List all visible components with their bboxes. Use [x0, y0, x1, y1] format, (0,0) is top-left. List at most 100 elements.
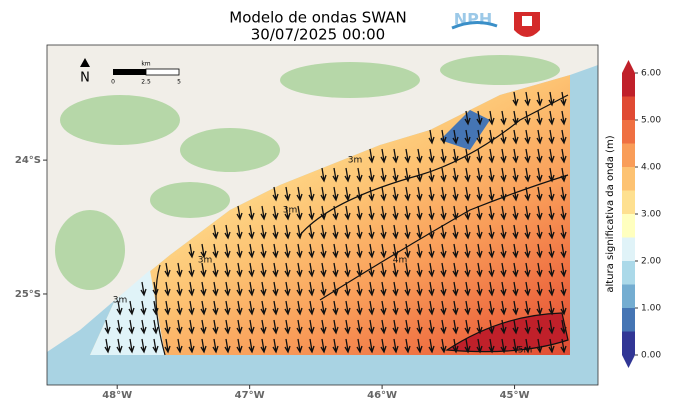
- wave-arrow: [392, 167, 399, 183]
- wave-arrow: [464, 300, 471, 316]
- wave-arrow: [116, 300, 123, 316]
- wave-arrow: [212, 262, 219, 278]
- wave-arrow: [260, 262, 267, 278]
- wave-arrow: [344, 300, 351, 316]
- wave-arrow: [284, 319, 291, 335]
- wave-arrow: [416, 281, 423, 297]
- wave-arrow: [548, 110, 555, 126]
- wave-arrow: [248, 224, 255, 240]
- wave-arrow: [404, 186, 411, 202]
- wave-arrow: [500, 281, 507, 297]
- wave-arrow: [296, 224, 303, 240]
- wave-arrow: [464, 281, 471, 297]
- wave-arrow: [452, 148, 459, 164]
- wave-arrow: [536, 224, 543, 240]
- wave-arrow: [500, 167, 507, 183]
- wave-arrow: [296, 300, 303, 316]
- colorbar-tick-label: 3.00: [641, 210, 661, 220]
- wave-arrow: [512, 110, 519, 126]
- wave-arrow: [356, 243, 363, 259]
- scale-label: 2.5: [141, 79, 151, 86]
- title: Modelo de ondas SWAN: [229, 9, 407, 27]
- wave-arrow: [452, 186, 459, 202]
- wave-arrow: [260, 300, 267, 316]
- wave-arrow: [344, 319, 351, 335]
- colorbar-band: [622, 96, 635, 120]
- subtitle: 30/07/2025 00:00: [251, 26, 385, 44]
- wave-arrow: [404, 167, 411, 183]
- wave-arrow: [320, 300, 327, 316]
- wave-arrow: [320, 338, 327, 354]
- wave-arrow: [116, 319, 123, 335]
- wave-arrow: [152, 319, 159, 335]
- wave-arrow: [272, 319, 279, 335]
- wave-arrow: [164, 281, 171, 297]
- wave-arrow: [392, 338, 399, 354]
- wave-arrow: [380, 243, 387, 259]
- wave-arrow: [524, 243, 531, 259]
- wave-arrow: [428, 281, 435, 297]
- wave-arrow: [224, 281, 231, 297]
- colorbar-band: [622, 261, 635, 285]
- wave-arrow: [488, 262, 495, 278]
- wave-arrow: [452, 262, 459, 278]
- wave-arrow: [200, 281, 207, 297]
- logo-wave: [451, 21, 498, 30]
- colorbar-extend: [622, 355, 635, 368]
- wave-arrow: [416, 338, 423, 354]
- wave-arrow: [476, 186, 483, 202]
- wave-arrow: [536, 110, 543, 126]
- wave-arrow: [536, 167, 543, 183]
- contour-label: 3m: [198, 256, 213, 266]
- wave-arrow: [188, 243, 195, 259]
- wave-arrow: [296, 262, 303, 278]
- wave-arrow: [344, 262, 351, 278]
- wave-arrow: [476, 110, 483, 126]
- wave-arrow: [200, 300, 207, 316]
- wave-arrow: [548, 338, 555, 354]
- wave-arrow: [512, 205, 519, 221]
- wave-arrow: [416, 224, 423, 240]
- wave-arrow: [296, 319, 303, 335]
- wave-arrow: [380, 319, 387, 335]
- land: [47, 45, 598, 352]
- wave-arrow: [368, 338, 375, 354]
- wave-field: [90, 75, 570, 355]
- wave-arrow: [200, 243, 207, 259]
- wave-arrow: [488, 319, 495, 335]
- wave-arrow: [248, 300, 255, 316]
- wave-arrow: [308, 262, 315, 278]
- wave-arrow: [404, 262, 411, 278]
- wave-arrow: [452, 167, 459, 183]
- wave-arrow: [368, 205, 375, 221]
- wave-arrow: [344, 281, 351, 297]
- wave-arrow: [176, 319, 183, 335]
- colorbar-band: [622, 73, 635, 97]
- wave-arrow: [476, 129, 483, 145]
- wave-arrow: [536, 205, 543, 221]
- wave-arrow: [392, 281, 399, 297]
- wave-arrow: [356, 205, 363, 221]
- contour-label: 3m: [113, 296, 128, 306]
- wave-arrow: [560, 186, 567, 202]
- wave-arrow: [536, 262, 543, 278]
- wave-arrow: [236, 281, 243, 297]
- wave-arrow: [284, 224, 291, 240]
- wave-arrow: [212, 243, 219, 259]
- wave-arrow: [404, 281, 411, 297]
- wave-arrow: [368, 167, 375, 183]
- wave-arrow: [548, 224, 555, 240]
- wave-arrow: [320, 167, 327, 183]
- wave-arrow: [428, 319, 435, 335]
- wave-arrow: [272, 262, 279, 278]
- wave-arrow: [236, 205, 243, 221]
- wave-arrow: [560, 129, 567, 145]
- wave-arrow: [512, 186, 519, 202]
- wave-arrow: [176, 338, 183, 354]
- wave-arrow: [392, 205, 399, 221]
- x-tick-label: 47°W: [235, 390, 265, 401]
- wave-arrow: [452, 338, 459, 354]
- wave-arrow: [440, 281, 447, 297]
- wave-arrow: [224, 262, 231, 278]
- wave-arrow: [236, 262, 243, 278]
